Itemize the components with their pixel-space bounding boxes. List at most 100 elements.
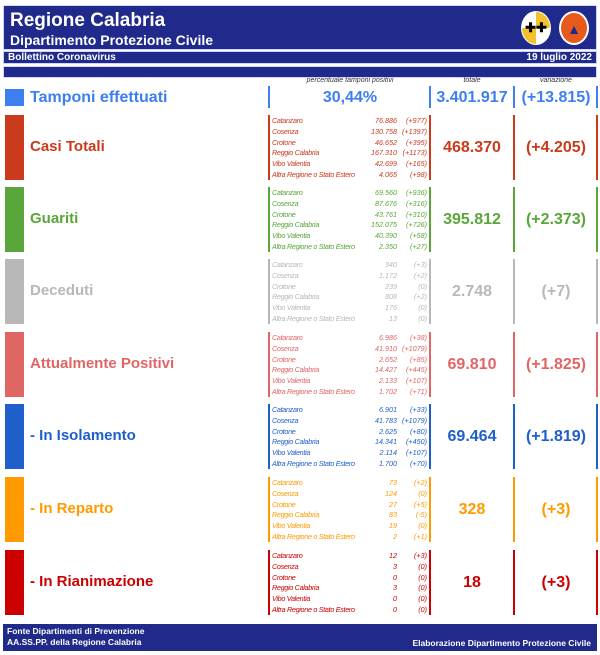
district-row: Vibo Valentia 0 (0) [272, 594, 428, 605]
section-label: Casi Totali [30, 138, 105, 155]
district-value: 69.560 [375, 188, 397, 197]
district-value: 12 [389, 551, 397, 560]
district-change: (0) [418, 281, 427, 291]
district-row: Altra Regione o Stato Estero 13 (0) [272, 314, 428, 325]
district-name: Vibo Valentia [272, 303, 311, 313]
district-row: Crotone 46.652 (+395) [272, 138, 428, 149]
district-value: 124 [385, 488, 397, 498]
district-name: Altra Regione o Stato Estero [272, 604, 355, 614]
district-list: Catanzaro 76.886 (+977) Cosenza 130.758 (+139… [272, 116, 428, 181]
district-change: (+71) [410, 386, 427, 396]
district-list: Catanzaro 69.560 (+936) Cosenza 87.676 (+316)… [272, 188, 428, 253]
region-coat-of-arms-logo: ✚✚ [521, 11, 551, 45]
tamponi-change: (+13.815) [521, 89, 591, 106]
district-name: Crotone [272, 572, 296, 582]
district-name: Catanzaro [272, 478, 303, 487]
divider [429, 332, 431, 397]
divider [429, 404, 431, 469]
district-name: Cosenza [272, 343, 299, 353]
district-name: Catanzaro [272, 260, 303, 269]
district-change: (+5) [414, 499, 427, 509]
district-change: (+936) [406, 188, 427, 197]
total-column-header: totale [463, 77, 481, 84]
district-list: Catanzaro 73 (+2) Cosenza 124 (0) Crotone 27 (+5… [272, 478, 428, 543]
district-change: (+726) [406, 220, 427, 230]
district-change: (+1) [414, 531, 427, 541]
district-name: Altra Regione o Stato Estero [272, 458, 355, 468]
section-label: - In Rianimazione [30, 573, 154, 590]
district-row: Crotone 43.761 (+310) [272, 210, 428, 221]
section-change: (+1.819) [525, 428, 587, 445]
district-row: Reggio Calabria 83 (-5) [272, 510, 428, 521]
district-name: Crotone [272, 209, 296, 219]
district-change: (+70) [410, 458, 427, 468]
district-row: Vibo Valentia 2.133 (+107) [272, 376, 428, 387]
district-row: Crotone 2.652 (+85) [272, 355, 428, 366]
district-row: Cosenza 41.783 (+1079) [272, 416, 428, 427]
section-color-block [5, 259, 24, 324]
district-row: Reggio Calabria 3 (0) [272, 583, 428, 594]
divider [268, 550, 270, 615]
district-change: (0) [418, 303, 427, 313]
district-name: Reggio Calabria [272, 583, 320, 593]
district-change: (+450) [406, 437, 427, 447]
district-value: 340 [385, 260, 397, 269]
divider [596, 332, 598, 397]
district-value: 1.700 [379, 458, 397, 468]
district-value: 73 [389, 478, 397, 487]
district-row: Crotone 239 (0) [272, 282, 428, 293]
section-total: 328 [458, 501, 486, 518]
district-value: 167.310 [371, 148, 397, 158]
footer-credit: Elaborazione Dipartimento Protezione Civ… [412, 638, 591, 648]
district-value: 46.652 [375, 137, 397, 147]
district-name: Cosenza [272, 415, 299, 425]
district-name: Altra Regione o Stato Estero [272, 313, 355, 323]
district-row: Altra Regione o Stato Estero 1.700 (+70) [272, 459, 428, 470]
divider [513, 259, 515, 324]
divider [268, 477, 270, 542]
section-total: 395.812 [443, 211, 501, 228]
section-label: - In Reparto [30, 500, 114, 517]
section-change: (+2.373) [525, 211, 587, 228]
divider [596, 404, 598, 469]
district-value: 1.702 [379, 386, 397, 396]
district-change: (+445) [406, 365, 427, 375]
spacer-bar [3, 66, 597, 78]
section-change: (+4.205) [525, 139, 587, 156]
district-value: 3 [393, 583, 397, 593]
district-name: Vibo Valentia [272, 376, 311, 386]
section-change: (+7) [541, 283, 571, 300]
district-name: Cosenza [272, 270, 299, 280]
district-value: 42.699 [375, 159, 397, 169]
divider [596, 477, 598, 542]
district-value: 27 [389, 499, 397, 509]
district-name: Altra Regione o Stato Estero [272, 386, 355, 396]
district-row: Vibo Valentia 176 (0) [272, 303, 428, 314]
district-name: Crotone [272, 499, 296, 509]
district-row: Catanzaro 76.886 (+977) [272, 116, 428, 127]
district-row: Reggio Calabria 167.310 (+1173) [272, 148, 428, 159]
divider [513, 115, 515, 180]
district-change: (+2) [414, 478, 427, 487]
divider [268, 259, 270, 324]
district-row: Reggio Calabria 808 (+2) [272, 292, 428, 303]
district-row: Catanzaro 340 (+3) [272, 260, 428, 271]
divider [596, 259, 598, 324]
section-total: 2.748 [451, 283, 493, 300]
district-value: 19 [389, 521, 397, 531]
district-row: Altra Regione o Stato Estero 2 (+1) [272, 532, 428, 543]
district-value: 0 [393, 594, 397, 604]
district-value: 3 [393, 561, 397, 571]
district-value: 2.652 [379, 354, 397, 364]
divider [429, 259, 431, 324]
district-change: (0) [418, 561, 427, 571]
district-row: Crotone 2.625 (+80) [272, 427, 428, 438]
percent-column-header: percentuale tamponi positivi [306, 77, 394, 84]
district-value: 2.350 [379, 241, 397, 251]
district-change: (0) [418, 583, 427, 593]
civil-protection-logo: ▲ [559, 11, 589, 45]
divider [513, 477, 515, 542]
district-list: Catanzaro 12 (+3) Cosenza 3 (0) Crotone 0 (0) Reg… [272, 551, 428, 616]
tamponi-label: Tamponi effettuati [30, 89, 168, 106]
district-value: 152.075 [371, 220, 397, 230]
